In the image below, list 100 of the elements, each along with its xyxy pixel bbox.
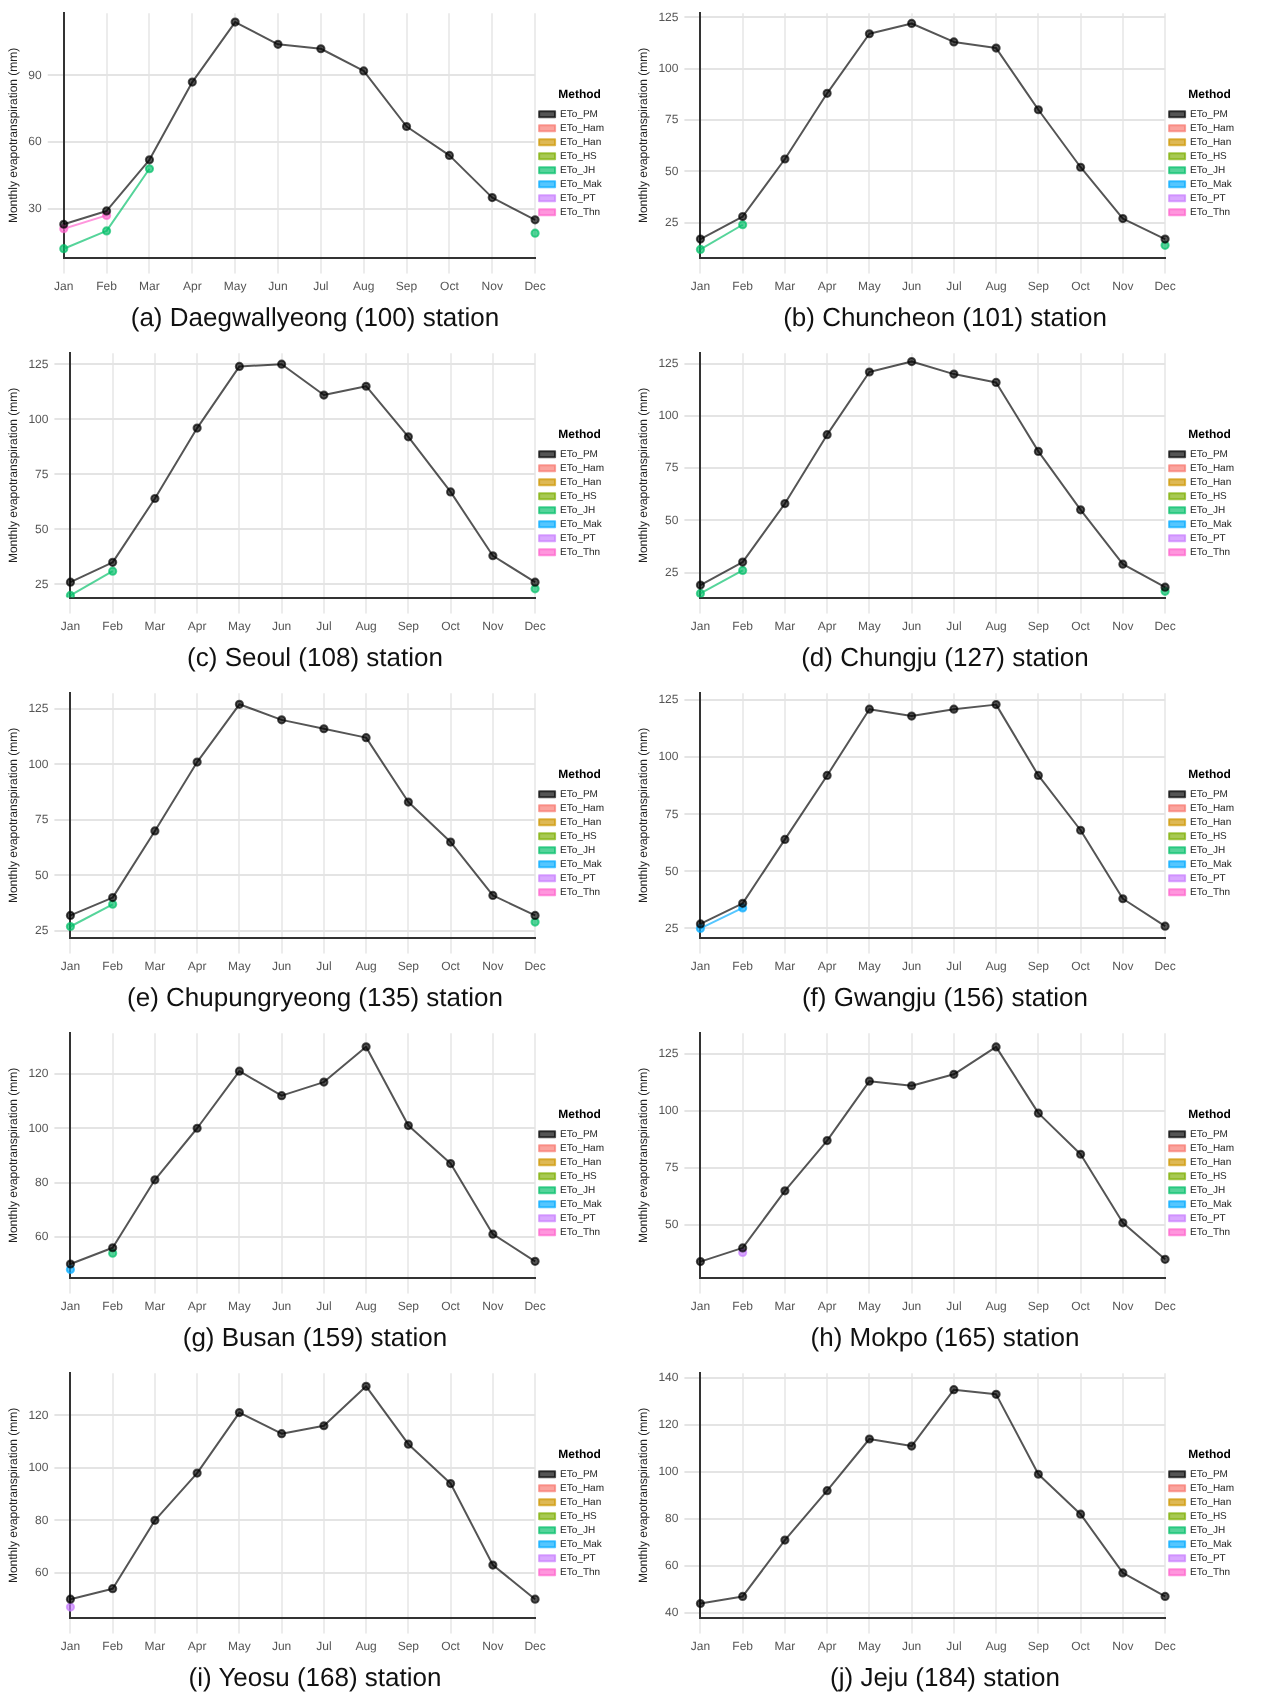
point: [694, 1257, 705, 1267]
point: [487, 890, 497, 900]
point: [1117, 559, 1127, 569]
point: [318, 724, 328, 734]
point: [186, 77, 196, 87]
point: [360, 733, 370, 743]
point: [233, 699, 243, 709]
point: [1159, 1591, 1169, 1602]
point: [149, 493, 159, 504]
point: [863, 367, 873, 377]
point: [360, 381, 370, 391]
point: [529, 1594, 539, 1604]
point: [529, 1256, 539, 1266]
point: [318, 1421, 328, 1431]
point: [58, 219, 68, 229]
point: [1117, 213, 1127, 224]
point: [1032, 770, 1042, 781]
point: [694, 919, 705, 929]
point: [233, 361, 243, 372]
text: (e) Chupungryeong (135) station: [127, 980, 503, 1016]
point: [821, 1486, 831, 1496]
point: [445, 1158, 455, 1169]
point: [402, 797, 412, 807]
point: [143, 155, 154, 165]
point: [906, 1441, 916, 1451]
point: [1075, 1509, 1085, 1519]
point: [906, 18, 916, 29]
point: [694, 580, 705, 590]
point: [1117, 1568, 1127, 1578]
point: [779, 499, 789, 509]
point: [990, 377, 1000, 388]
point: [948, 37, 958, 47]
point: [64, 1259, 75, 1269]
point: [58, 244, 68, 254]
point: [1117, 894, 1127, 904]
point: [779, 1186, 789, 1196]
point: [233, 1066, 243, 1076]
point: [107, 566, 117, 576]
point: [737, 557, 747, 567]
point: [1159, 921, 1169, 931]
point: [1075, 825, 1085, 835]
text: (d) Chungju (127) station: [801, 640, 1089, 676]
point: [863, 704, 873, 714]
point: [948, 369, 958, 379]
point: [948, 1069, 958, 1079]
point: [443, 150, 453, 160]
point: [318, 1077, 328, 1087]
text: (g) Busan (159) station: [182, 1320, 448, 1356]
point: [101, 226, 111, 236]
point: [272, 39, 282, 49]
point: [149, 1515, 159, 1525]
point: [276, 359, 286, 369]
point: [1032, 1108, 1042, 1118]
point: [737, 1591, 747, 1602]
text: (j) Jeju (184) station: [830, 1660, 1060, 1696]
point: [402, 432, 412, 442]
point: [863, 1076, 873, 1086]
point: [694, 244, 705, 254]
point: [1075, 1149, 1085, 1159]
point: [1159, 234, 1169, 244]
point: [737, 211, 747, 222]
point: [990, 1389, 1000, 1399]
point: [1032, 105, 1042, 115]
point: [143, 164, 154, 174]
point: [1032, 446, 1042, 456]
point: [529, 577, 539, 587]
text: (f) Gwangju (156) station: [801, 980, 1089, 1016]
point: [821, 430, 831, 440]
point: [64, 910, 75, 920]
point: [737, 1243, 747, 1253]
text: (i) Yeosu (168) station: [188, 1660, 442, 1696]
point: [107, 557, 117, 567]
point: [737, 898, 747, 908]
point: [990, 1042, 1000, 1052]
point: [487, 551, 497, 561]
point: [486, 193, 496, 203]
point: [990, 700, 1000, 710]
point: [529, 215, 539, 225]
text: (c) Seoul (108) station: [187, 640, 443, 676]
point: [107, 893, 117, 903]
point: [694, 588, 705, 598]
point: [487, 1229, 497, 1239]
point: [360, 1381, 370, 1391]
point: [276, 1091, 286, 1101]
point: [990, 43, 1000, 53]
point: [948, 1385, 958, 1395]
point: [191, 1468, 201, 1478]
point: [1159, 1254, 1169, 1264]
point: [821, 1135, 831, 1146]
point: [107, 1243, 117, 1253]
text: (b) Chuncheon (101) station: [783, 300, 1107, 336]
point: [402, 1439, 412, 1449]
point: [191, 423, 201, 433]
point: [149, 1175, 159, 1185]
point: [276, 715, 286, 725]
point: [1032, 1469, 1042, 1479]
point: [229, 17, 239, 27]
point: [948, 704, 958, 714]
point: [694, 234, 705, 244]
point: [906, 356, 916, 367]
